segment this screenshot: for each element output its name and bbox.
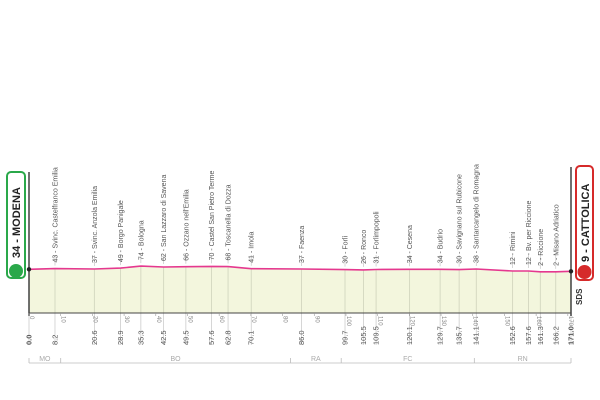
profile-line	[28, 265, 572, 273]
x-tick-label: 140	[472, 316, 478, 327]
km-label: 166.2	[551, 326, 560, 345]
km-label: 62.8	[224, 330, 233, 345]
km-label: 129.7	[436, 326, 445, 345]
x-tick-label: 30	[123, 316, 129, 323]
finish-badge: 9 - CATTOLICA	[575, 165, 594, 281]
waypoint-label: 12 - Rimini	[510, 231, 517, 265]
x-tick-label: 40	[155, 316, 161, 323]
start-label: 34 - MODENA	[11, 187, 23, 258]
region-label: MO	[39, 356, 51, 363]
x-tick-label: 160	[535, 316, 541, 327]
finish-label: 9 - CATTOLICA	[580, 184, 592, 262]
region-label: RA	[311, 356, 321, 363]
km-label: 109.5	[372, 326, 381, 345]
km-label: 86.0	[297, 330, 306, 345]
waypoint-label: 2 - Riccione	[538, 229, 545, 266]
start-badge: 34 - MODENA	[6, 171, 26, 279]
km-label: 49.5	[181, 330, 190, 345]
waypoint-label: 43 - Svinc. Castelfranco Emilia	[52, 167, 59, 262]
waypoint-label: 30 - Forlì	[343, 236, 350, 264]
km-label: 141.1	[472, 326, 481, 345]
x-tick-label: 90	[313, 316, 319, 323]
km-label: 42.5	[159, 330, 168, 345]
waypoint-label: 31 - Forlimpopoli	[374, 211, 381, 264]
waypoint-label: 49 - Borgo Panigale	[118, 200, 125, 262]
x-tick-label: 80	[282, 316, 288, 323]
x-tick-label: 170	[567, 316, 573, 327]
km-label: 135.7	[455, 326, 464, 345]
x-tick-label: 10	[60, 316, 66, 323]
finish-dot	[568, 269, 574, 274]
waypoint-label: 66 - Ozzano nell'Emilia	[183, 189, 190, 260]
waypoint-label: 37 - Faenza	[299, 226, 306, 263]
km-label: 0.0	[25, 335, 34, 345]
x-tick-label: 110	[377, 316, 383, 326]
waypoint-label: 38 - Santarcangelo di Romagna	[474, 164, 481, 263]
km-label: 171.0	[567, 326, 576, 345]
start-dot	[26, 267, 32, 272]
x-tick-label: 0	[28, 316, 34, 320]
waypoint-label: 70 - Castel San Pietro Terme	[209, 171, 216, 261]
x-tick-label: 60	[218, 316, 224, 323]
waypoint-label: 34 - Cesena	[407, 225, 414, 263]
km-label: 105.5	[359, 326, 368, 345]
km-label: 120.1	[405, 326, 414, 345]
waypoint-label: 74 - Bologna	[138, 220, 145, 260]
km-label: 35.3	[136, 330, 145, 345]
km-label: 8.2	[50, 335, 59, 345]
x-tick-label: 100	[345, 316, 351, 327]
waypoint-label: 68 - Toscanella di Dozza	[226, 184, 233, 260]
km-label: 70.1	[247, 330, 256, 345]
waypoint-label: 12 - Bv. per Riccione	[526, 200, 533, 265]
x-tick-label: 70	[250, 316, 256, 323]
x-tick-label: 150	[503, 316, 509, 327]
sds-logo: SDS	[575, 288, 584, 305]
x-tick-label: 120	[408, 316, 414, 327]
waypoint-label: 41 - Imola	[249, 231, 256, 262]
km-label: 152.6	[508, 326, 517, 345]
region-label: RN	[518, 356, 528, 363]
km-label: 161.3	[536, 326, 545, 345]
waypoint-label: 2 - Misano Adriatico	[553, 204, 560, 266]
profile-area	[29, 266, 571, 313]
waypoint-label: 62 - San Lazzaro di Savena	[161, 175, 168, 261]
waypoint-label: 26 - Ronco	[361, 230, 368, 264]
x-tick-label: 50	[186, 316, 192, 323]
km-label: 157.6	[524, 326, 533, 345]
region-label: BO	[171, 356, 182, 363]
km-label: 99.7	[341, 330, 350, 345]
km-label: 20.6	[90, 330, 99, 345]
waypoint-label: 30 - Savignano sul Rubicone	[457, 174, 464, 264]
x-tick-label: 130	[440, 316, 446, 327]
km-label: 57.6	[207, 330, 216, 345]
region-label: FC	[403, 356, 412, 363]
waypoint-label: 34 - Budrio	[438, 229, 445, 263]
km-label: 28.9	[116, 330, 125, 345]
x-tick-label: 20	[91, 316, 97, 323]
waypoint-label: 37 - Svinc. Anzola Emilia	[92, 186, 99, 263]
